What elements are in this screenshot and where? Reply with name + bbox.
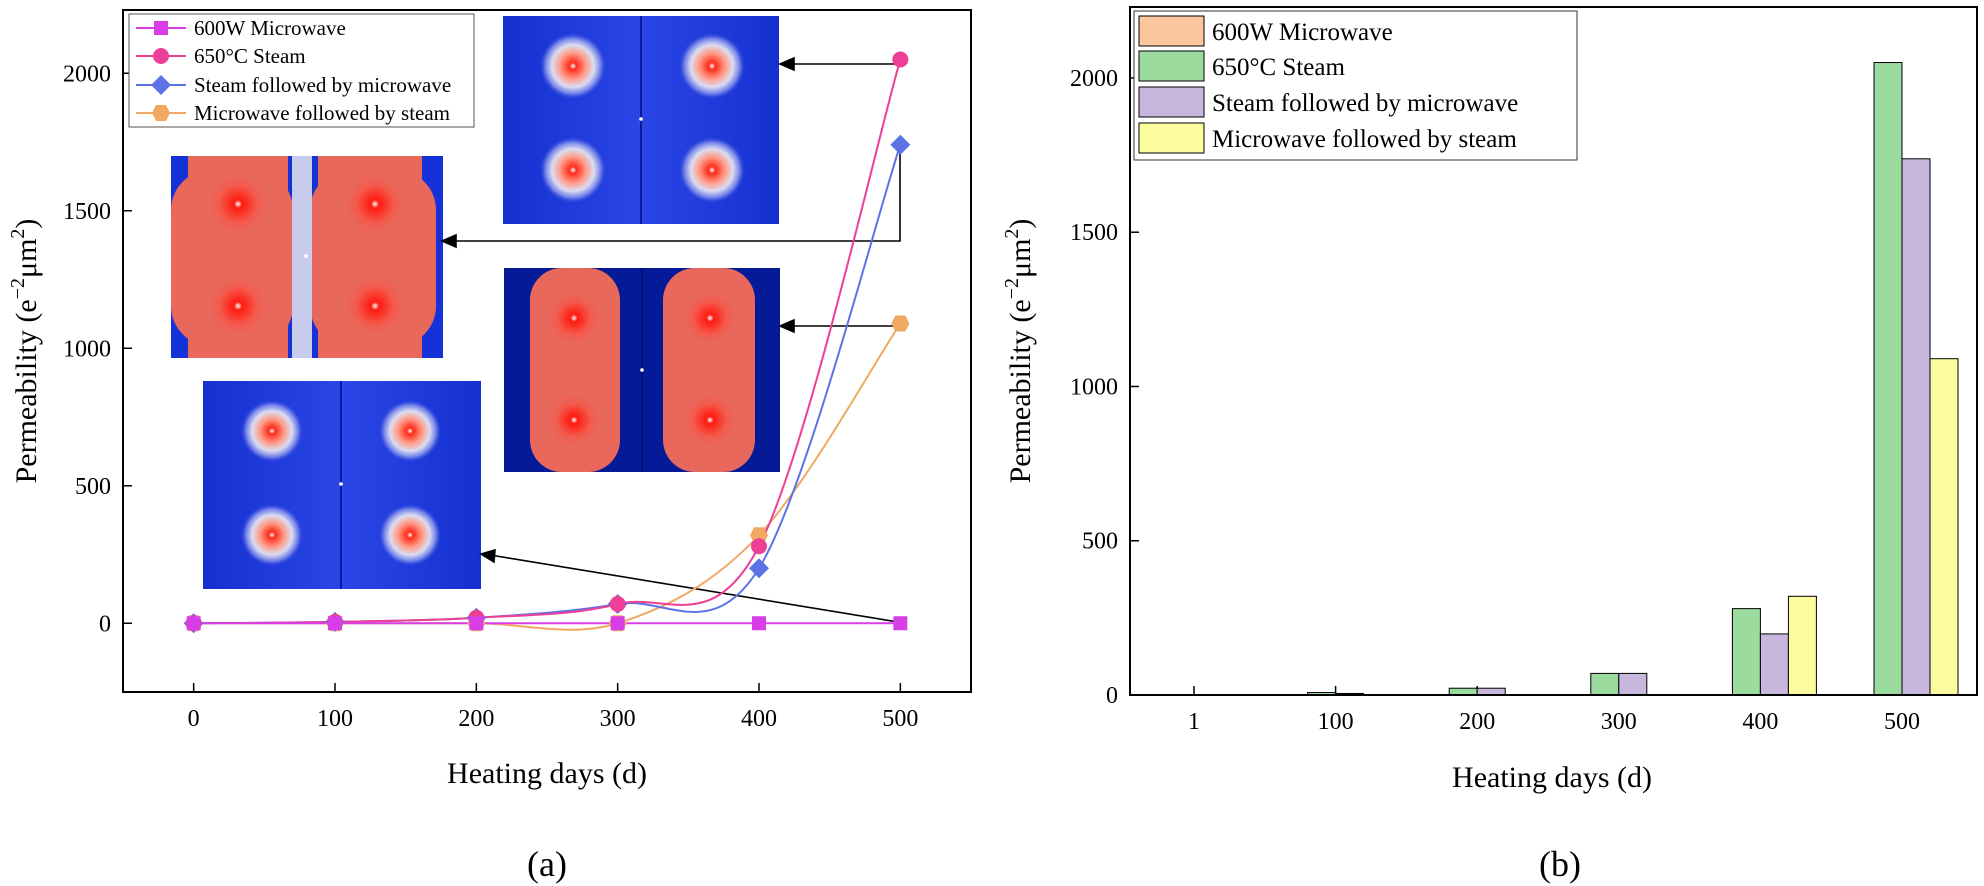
bar-bar_steam_micro bbox=[1901, 158, 1931, 696]
arrow-steam-head bbox=[777, 56, 795, 72]
marker-hexagon bbox=[891, 315, 910, 332]
bar-bar_steam bbox=[1873, 62, 1903, 696]
x-tick-label-b: 100 bbox=[1318, 709, 1354, 735]
x-tick-label-b: 300 bbox=[1601, 709, 1637, 735]
panel-b-legend: 600W Microwave 650°C Steam Steam followe… bbox=[1133, 10, 1578, 161]
marker-square bbox=[610, 616, 625, 631]
y-tick-label-a: 2000 bbox=[63, 61, 111, 87]
arrow-micro-steam-head bbox=[777, 318, 795, 334]
marker-circle bbox=[892, 51, 909, 68]
panel-b-xlabel: Heating days (d) bbox=[1452, 761, 1652, 794]
marker-diamond bbox=[890, 134, 911, 155]
legend-a-item-2: 650°C Steam bbox=[136, 44, 306, 68]
panel-b: 1 100 200 300 400 500 0 500 1000 1500 2000 600W Mi… bbox=[1001, 6, 1978, 884]
panel-b-label: (b) bbox=[1539, 844, 1581, 884]
marker-hexagon bbox=[750, 527, 768, 544]
panel-a-frame bbox=[122, 9, 972, 693]
arrow-steam-micro bbox=[452, 150, 901, 242]
x-tick-label-a: 400 bbox=[741, 706, 777, 732]
panel-a: 0 100 200 300 400 500 0 500 1000 1500 2000 bbox=[7, 9, 972, 884]
inset-top-right bbox=[503, 16, 779, 224]
legend-b-label-1: 600W Microwave bbox=[1212, 19, 1393, 46]
panel-a-xlabel: Heating days (d) bbox=[447, 757, 647, 790]
legend-a-label-1: 600W Microwave bbox=[194, 16, 346, 40]
marker-square bbox=[328, 616, 342, 631]
panel-a-gridlines: 0 100 200 300 400 500 0 500 1000 1500 2000 bbox=[63, 61, 918, 732]
legend-b-label-3: Steam followed by microwave bbox=[1212, 90, 1518, 117]
panel-a-label: (a) bbox=[527, 844, 567, 884]
y-tick-label-a: 1000 bbox=[63, 336, 111, 362]
x-tick-label-a: 300 bbox=[600, 706, 636, 732]
bar-bar_micro_steam bbox=[1929, 358, 1959, 696]
arrow-steam-micro-head bbox=[439, 233, 457, 249]
x-tick-label-a: 0 bbox=[188, 706, 200, 732]
legend-b-item-1: 600W Microwave bbox=[1138, 15, 1393, 47]
bar-bar_steam_micro bbox=[1759, 633, 1789, 696]
marker-square bbox=[893, 616, 908, 631]
x-tick-label-a: 100 bbox=[317, 706, 353, 732]
legend-b-item-2: 650°C Steam bbox=[1138, 50, 1345, 82]
panel-b-ticks: 1 100 200 300 400 500 0 500 1000 1500 2000 bbox=[1070, 66, 1920, 735]
panel-b-frame bbox=[1129, 6, 1978, 696]
bar-bar_micro_steam bbox=[1787, 595, 1817, 696]
legend-a-item-1: 600W Microwave bbox=[136, 16, 346, 40]
x-tick-label-a: 500 bbox=[882, 706, 918, 732]
bar-bar_steam bbox=[1590, 672, 1620, 696]
panel-b-ylabel: Permeability (e−2μm2) bbox=[1001, 219, 1037, 484]
x-tick-label-b: 500 bbox=[1884, 709, 1920, 735]
inset-middle-right bbox=[504, 268, 780, 472]
x-tick-label-a: 200 bbox=[458, 706, 494, 732]
marker-square bbox=[469, 616, 484, 631]
inset-middle-left bbox=[171, 156, 443, 358]
legend-b-label-2: 650°C Steam bbox=[1212, 54, 1345, 81]
y-tick-label-b: 2000 bbox=[1070, 66, 1118, 92]
y-tick-label-a: 1500 bbox=[63, 199, 111, 225]
marker-circle bbox=[609, 596, 626, 612]
legend-a-item-3: Steam followed by microwave bbox=[136, 73, 451, 97]
bar-bar_steam bbox=[1731, 608, 1761, 696]
y-tick-label-a: 500 bbox=[75, 474, 111, 500]
x-tick-label-b: 1 bbox=[1188, 709, 1200, 735]
x-tick-label-b: 200 bbox=[1459, 709, 1495, 735]
bar-bar_steam_micro bbox=[1618, 672, 1648, 696]
y-tick-label-a: 0 bbox=[99, 611, 111, 637]
marker-square bbox=[752, 616, 766, 631]
y-tick-label-b: 1500 bbox=[1070, 220, 1118, 246]
legend-b-item-4: Microwave followed by steam bbox=[1138, 122, 1517, 154]
bar-bar_steam_micro bbox=[1476, 687, 1506, 696]
y-tick-label-b: 0 bbox=[1106, 683, 1118, 709]
y-tick-label-b: 500 bbox=[1082, 529, 1118, 555]
bar-bar_steam bbox=[1448, 687, 1478, 696]
marker-square bbox=[186, 616, 201, 631]
y-tick-label-b: 1000 bbox=[1070, 374, 1118, 400]
panel-b-bars bbox=[1307, 62, 1959, 696]
marker-circle bbox=[751, 538, 767, 555]
panel-a-legend: 600W Microwave 650°C Steam Steam followe… bbox=[128, 13, 475, 128]
legend-a-label-3: Steam followed by microwave bbox=[194, 73, 451, 97]
legend-b-label-4: Microwave followed by steam bbox=[1212, 126, 1517, 153]
legend-a-item-4: Microwave followed by steam bbox=[136, 101, 450, 125]
x-tick-label-b: 400 bbox=[1742, 709, 1778, 735]
panel-a-markers bbox=[183, 51, 911, 634]
marker-diamond bbox=[749, 558, 769, 579]
legend-a-label-4: Microwave followed by steam bbox=[194, 101, 450, 125]
arrow-microwave-head bbox=[479, 548, 496, 564]
inset-bottom-left bbox=[203, 381, 481, 589]
legend-a-label-2: 650°C Steam bbox=[194, 44, 306, 68]
legend-b-item-3: Steam followed by microwave bbox=[1138, 86, 1518, 118]
panel-a-ylabel: Permeability (e−2μm2) bbox=[7, 219, 43, 484]
